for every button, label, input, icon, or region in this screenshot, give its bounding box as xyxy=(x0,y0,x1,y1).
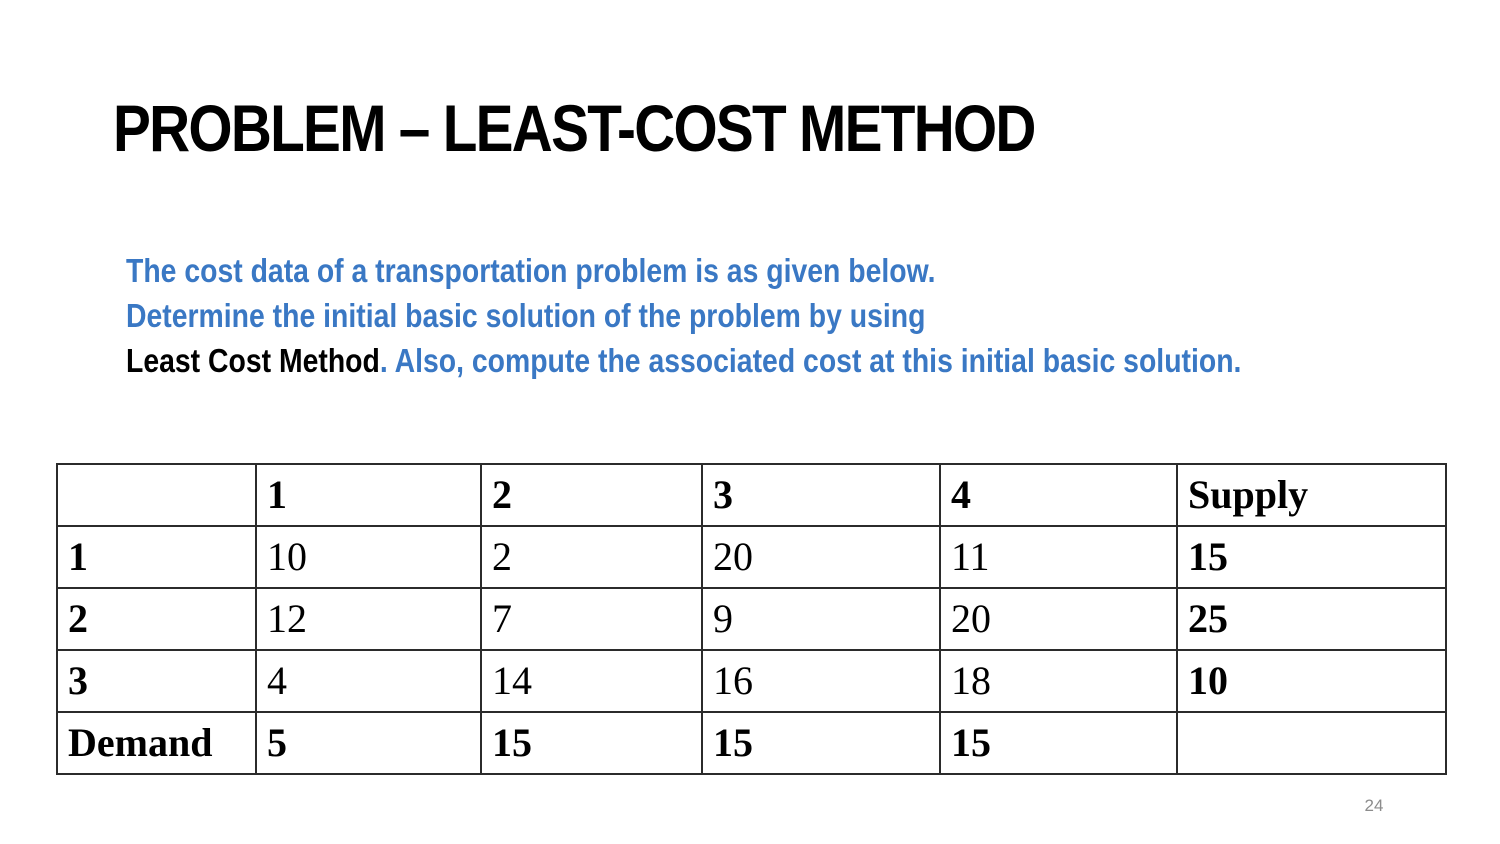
statement-line-1: The cost data of a transportation proble… xyxy=(126,252,936,289)
header-cell-destination-1: 1 xyxy=(255,463,482,527)
cost-cell: 16 xyxy=(701,649,941,713)
demand-row: Demand 5 15 15 15 xyxy=(56,711,1447,775)
supply-cell: 15 xyxy=(1176,525,1447,589)
statement-line-2: Determine the initial basic solution of … xyxy=(126,297,926,334)
table-row: 3 4 14 16 18 10 xyxy=(56,649,1447,713)
cost-cell: 18 xyxy=(939,649,1178,713)
header-cell-destination-3: 3 xyxy=(701,463,941,527)
header-cell-destination-2: 2 xyxy=(480,463,703,527)
statement-line-3-rest: . Also, compute the associated cost at t… xyxy=(379,342,1242,379)
problem-statement: The cost data of a transportation proble… xyxy=(126,248,1241,383)
header-cell-destination-4: 4 xyxy=(939,463,1178,527)
row-label-source-3: 3 xyxy=(56,649,257,713)
cost-cell: 4 xyxy=(255,649,482,713)
table-header-row: 1 2 3 4 Supply xyxy=(56,463,1447,527)
cost-cell: 12 xyxy=(255,587,482,651)
cost-cell: 10 xyxy=(255,525,482,589)
row-label-demand: Demand xyxy=(56,711,257,775)
table-row: 2 12 7 9 20 25 xyxy=(56,587,1447,651)
slide-title: PROBLEM – LEAST-COST METHOD xyxy=(113,91,1036,165)
cost-table: 1 2 3 4 Supply 1 10 2 20 11 15 2 12 7 9 … xyxy=(56,463,1447,775)
row-label-source-2: 2 xyxy=(56,587,257,651)
method-name: Least Cost Method xyxy=(126,342,380,379)
statement-line-3: Least Cost Method. Also, compute the ass… xyxy=(126,338,1241,383)
empty-corner-cell xyxy=(1176,711,1447,775)
demand-cell: 15 xyxy=(939,711,1178,775)
cost-cell: 14 xyxy=(480,649,703,713)
slide-number: 24 xyxy=(1364,796,1384,815)
supply-cell: 10 xyxy=(1176,649,1447,713)
table-row: 1 10 2 20 11 15 xyxy=(56,525,1447,589)
demand-cell: 15 xyxy=(480,711,703,775)
cost-cell: 9 xyxy=(701,587,941,651)
row-label-source-1: 1 xyxy=(56,525,257,589)
demand-cell: 15 xyxy=(701,711,941,775)
demand-cell: 5 xyxy=(255,711,482,775)
supply-cell: 25 xyxy=(1176,587,1447,651)
cost-cell: 7 xyxy=(480,587,703,651)
cost-cell: 20 xyxy=(939,587,1178,651)
cost-cell: 11 xyxy=(939,525,1178,589)
cost-cell: 2 xyxy=(480,525,703,589)
header-cell-corner xyxy=(56,463,257,527)
cost-cell: 20 xyxy=(701,525,941,589)
header-cell-supply: Supply xyxy=(1176,463,1447,527)
